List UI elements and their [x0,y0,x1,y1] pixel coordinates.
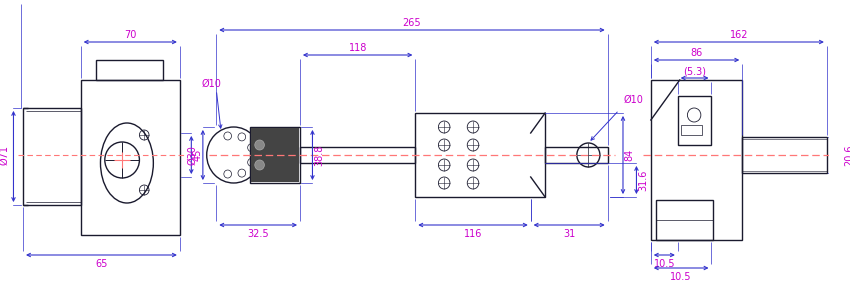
Bar [677,96,711,145]
Bar [545,147,608,163]
Text: 10.5: 10.5 [671,272,692,282]
Text: Ø10: Ø10 [624,95,643,105]
Text: 32.5: 32.5 [247,229,269,239]
Text: (5.3): (5.3) [683,66,706,76]
Bar [681,125,702,135]
Bar [23,108,81,205]
Text: 265: 265 [403,18,422,28]
Text: 84: 84 [625,149,635,161]
Text: 86: 86 [690,48,703,58]
Bar [81,80,180,235]
Circle shape [255,140,264,150]
Text: 31.6: 31.6 [638,169,649,191]
Text: 116: 116 [464,229,482,239]
Text: 38.8: 38.8 [314,144,324,166]
Circle shape [255,160,264,170]
Text: 20.6: 20.6 [844,144,850,166]
Text: 70: 70 [124,30,137,40]
Bar [416,113,545,197]
Text: 118: 118 [348,43,367,53]
Bar [651,80,742,240]
Text: Ø10: Ø10 [202,79,222,89]
Text: Ø71: Ø71 [0,145,9,165]
Bar [96,60,163,80]
Text: 31: 31 [563,229,575,239]
Text: Ø30: Ø30 [187,145,197,165]
Text: 10.5: 10.5 [654,259,675,269]
Bar [300,147,416,163]
Bar [250,127,300,183]
Bar [655,200,713,240]
Bar [742,137,827,173]
Bar [251,128,299,182]
Text: 65: 65 [95,259,108,269]
Text: 162: 162 [729,30,748,40]
Text: 45: 45 [193,149,203,161]
